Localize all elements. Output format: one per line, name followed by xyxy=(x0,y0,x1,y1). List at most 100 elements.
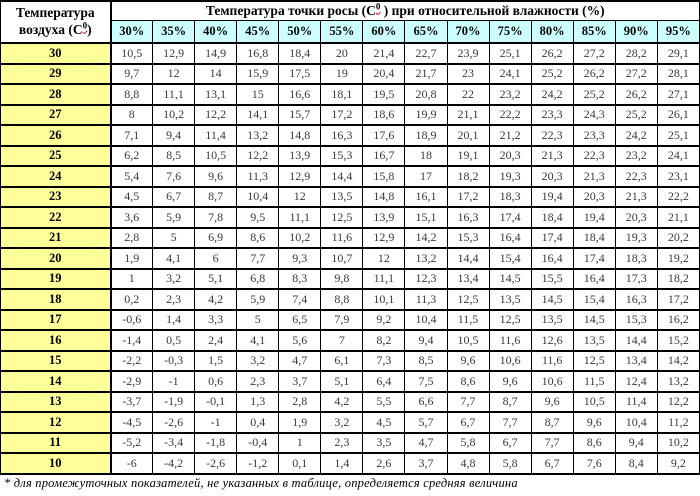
dew-point-cell: 9,4 xyxy=(404,329,448,352)
humidity-col-header: 85% xyxy=(572,20,616,44)
air-temp-cell: 21 xyxy=(0,226,112,249)
dew-point-cell: -0,3 xyxy=(152,349,196,372)
humidity-col-header: 55% xyxy=(320,20,364,44)
dew-point-cell: 24,1 xyxy=(488,62,532,85)
dew-point-cell: -2,6 xyxy=(194,452,238,475)
dew-point-cell: 5 xyxy=(236,308,280,331)
degree-superscript: 0 xyxy=(82,20,88,31)
table-row: 14 -2,9 -1 0,6 2,3 3,7 5,1 6,4 7,5 8,6 9,6 10,6 11,5… xyxy=(0,370,700,393)
dew-point-cell: 22,7 xyxy=(404,42,448,65)
dew-point-cell: 22,3 xyxy=(614,165,658,188)
dew-point-cell: 22,2 xyxy=(488,103,532,126)
dew-point-cell: 11,5 xyxy=(572,370,616,393)
dew-point-cell: 13,1 xyxy=(194,83,238,106)
dew-point-cell: 6 xyxy=(194,247,238,270)
dew-point-cell: 12,4 xyxy=(614,370,658,393)
dew-point-cell: 19,9 xyxy=(404,103,448,126)
dew-point-cell: 15,4 xyxy=(572,288,616,311)
dew-point-cell: 18,4 xyxy=(530,206,574,229)
air-temp-cell: 15 xyxy=(0,349,112,372)
dew-point-cell: 1,5 xyxy=(194,349,238,372)
dew-point-cell: 26,2 xyxy=(572,62,616,85)
dew-point-cell: 2,8 xyxy=(278,390,322,413)
dew-point-cell: 12 xyxy=(278,185,322,208)
dew-point-cell: 11,3 xyxy=(236,165,280,188)
dew-point-cell: 2,4 xyxy=(194,329,238,352)
dew-point-cell: 14,1 xyxy=(236,103,280,126)
dew-point-cell: 21,1 xyxy=(446,103,490,126)
dew-point-cell: 4,7 xyxy=(404,431,448,454)
dew-point-cell: 0,4 xyxy=(236,411,280,434)
dew-point-cell: 17,3 xyxy=(614,267,658,290)
air-temp-header-close: ) xyxy=(87,22,92,37)
dew-point-cell: 17,2 xyxy=(446,185,490,208)
dew-point-cell: 12,9 xyxy=(278,165,322,188)
dew-point-cell: 23,3 xyxy=(572,124,616,147)
humidity-col-header: 40% xyxy=(194,20,238,44)
dew-point-cell: -5,2 xyxy=(109,431,154,454)
air-temp-header-line2: воздуха (С xyxy=(18,22,83,37)
humidity-col-header: 75% xyxy=(488,20,532,44)
dew-point-cell: 14,8 xyxy=(362,185,406,208)
dew-point-cell: 9,8 xyxy=(320,267,364,290)
dew-point-cell: 12,5 xyxy=(572,349,616,372)
dew-point-cell: 6,7 xyxy=(152,185,196,208)
dew-point-cell: 11,4 xyxy=(614,390,658,413)
air-temp-cell: 28 xyxy=(0,83,112,106)
dew-point-cell: 5,5 xyxy=(362,390,406,413)
dew-point-cell: 10,5 xyxy=(109,42,154,65)
dew-point-cell: 19,3 xyxy=(488,165,532,188)
dew-point-cell: 7,8 xyxy=(194,206,238,229)
air-temp-cell: 12 xyxy=(0,411,112,434)
dew-point-cell: 8,8 xyxy=(320,288,364,311)
dew-point-cell: 6,6 xyxy=(404,390,448,413)
dew-point-cell: 10,4 xyxy=(404,308,448,331)
humidity-col-header: 80% xyxy=(530,20,574,44)
dew-point-cell: 21,4 xyxy=(362,42,406,65)
dew-point-cell: 8,7 xyxy=(488,390,532,413)
dew-point-cell: 6,7 xyxy=(488,431,532,454)
dew-point-cell: 16,8 xyxy=(236,42,280,65)
dew-point-cell: 10,5 xyxy=(446,329,490,352)
dew-point-cell: 6,7 xyxy=(446,411,490,434)
dew-point-cell: 19,4 xyxy=(530,185,574,208)
dew-point-cell: 10,2 xyxy=(656,431,700,454)
dew-point-cell: 23,2 xyxy=(614,144,658,167)
table-row: 24 5,4 7,6 9,6 11,3 12,9 14,4 15,8 17 18,2 19,3 20,… xyxy=(0,165,700,188)
dew-point-cell: 5,8 xyxy=(488,452,532,475)
dew-point-cell: 16,6 xyxy=(278,83,322,106)
dew-point-cell: -0,1 xyxy=(194,390,238,413)
table-title: Температура точки росы (С0 ) при относит… xyxy=(110,0,700,21)
dew-point-cell: -1,9 xyxy=(152,390,196,413)
dew-point-cell: 1,9 xyxy=(278,411,322,434)
air-temp-cell: 10 xyxy=(0,452,112,475)
dew-point-cell: 15,8 xyxy=(362,165,406,188)
dew-point-cell: 18,4 xyxy=(278,42,322,65)
dew-point-cell: -1 xyxy=(152,370,196,393)
dew-point-cell: 6,2 xyxy=(109,144,154,167)
dew-point-cell: 21,3 xyxy=(614,185,658,208)
dew-point-cell: 14,8 xyxy=(278,124,322,147)
dew-point-cell: 4,5 xyxy=(109,185,154,208)
dew-point-cell: 14,2 xyxy=(404,226,448,249)
dew-point-cell: 15,3 xyxy=(320,144,364,167)
dew-point-cell: 23,3 xyxy=(530,103,574,126)
air-temp-cell: 23 xyxy=(0,185,112,208)
dew-point-cell: 9,4 xyxy=(614,431,658,454)
dew-point-cell: 5,8 xyxy=(446,431,490,454)
dew-point-cell: 20,3 xyxy=(614,206,658,229)
dew-point-cell: -2,6 xyxy=(152,411,196,434)
dew-point-cell: 6,1 xyxy=(320,349,364,372)
dew-point-cell: 7,3 xyxy=(362,349,406,372)
dew-point-cell: 18,1 xyxy=(320,83,364,106)
dew-point-cell: 7,6 xyxy=(152,165,196,188)
dew-point-cell: 3,7 xyxy=(404,452,448,475)
dew-point-cell: -6 xyxy=(109,452,154,475)
dew-point-cell: 2,3 xyxy=(152,288,196,311)
dew-point-cell: 19,4 xyxy=(572,206,616,229)
dew-point-cell: 12 xyxy=(362,247,406,270)
dew-point-cell: 8,5 xyxy=(152,144,196,167)
dew-point-cell: 15 xyxy=(236,83,280,106)
dew-point-cell: 4,5 xyxy=(362,411,406,434)
dew-point-cell: 3,3 xyxy=(194,308,238,331)
